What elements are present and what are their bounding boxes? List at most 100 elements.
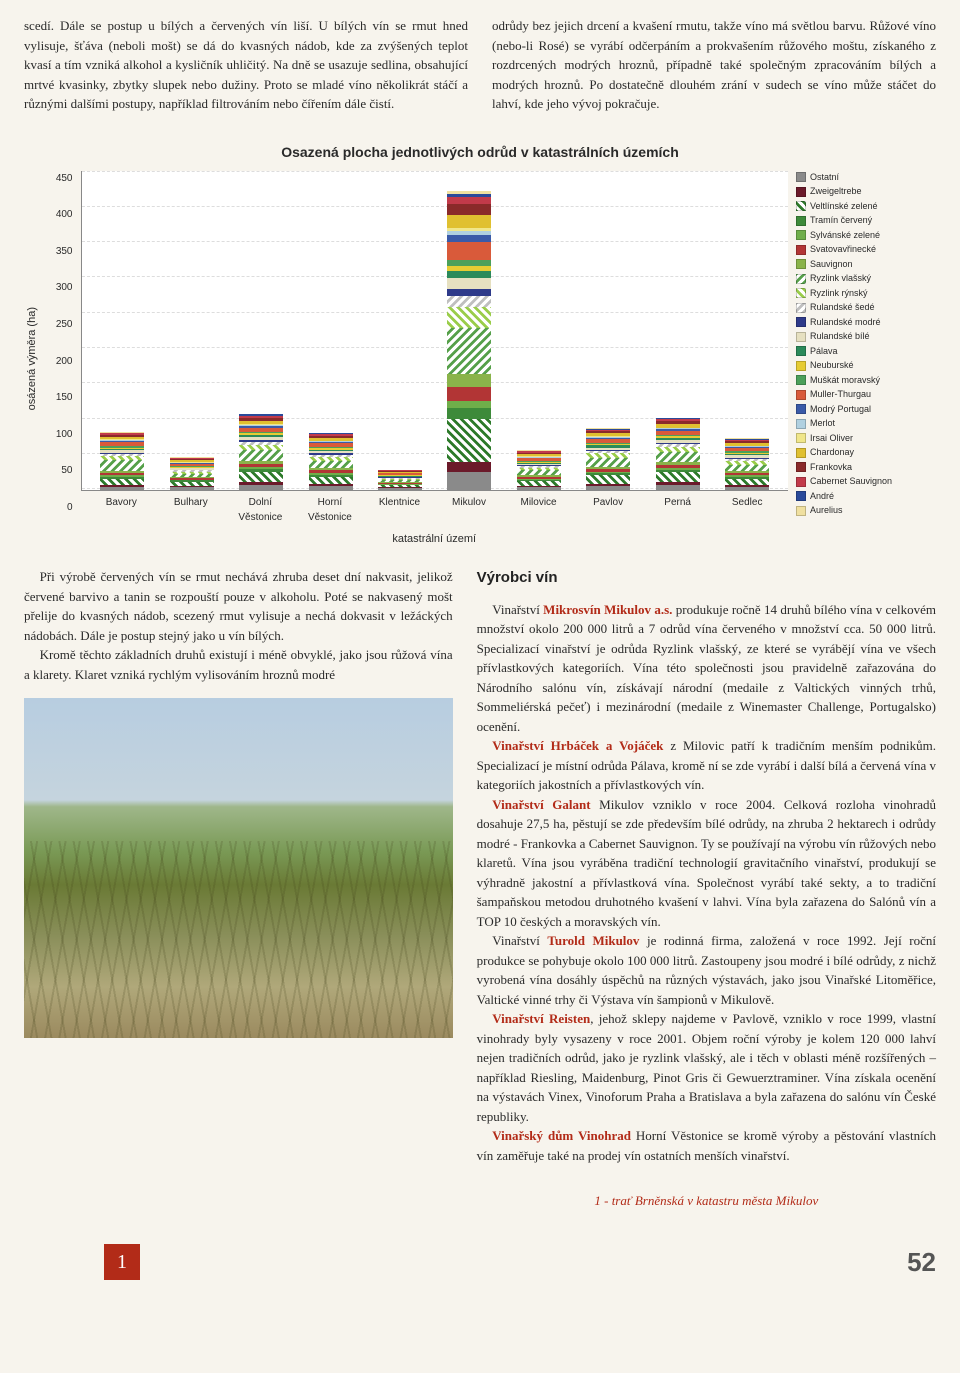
legend-item: Tramín červený [796, 214, 936, 228]
legend-item: Ryzlink vlašský [796, 272, 936, 286]
bar [170, 457, 214, 490]
y-axis-ticks: 450400350300250200150100500 [49, 171, 73, 548]
legend-label: Merlot [810, 417, 835, 431]
legend-swatch [796, 433, 806, 443]
bar-segment [378, 488, 422, 489]
y-axis-label: osázená výměra (ha) [24, 307, 41, 410]
bar-segment [100, 460, 144, 471]
legend-label: Muller-Thurgau [810, 388, 871, 402]
bar [517, 450, 561, 490]
bar-segment [447, 271, 491, 278]
producers-text: Vinařství Mikrosvín Mikulov a.s. produku… [477, 600, 936, 1166]
y-tick: 150 [49, 390, 73, 405]
y-tick: 200 [49, 354, 73, 369]
legend-swatch [796, 230, 806, 240]
producer-name: Turold Mikulov [547, 933, 639, 948]
y-tick: 100 [49, 427, 73, 442]
legend-swatch [796, 187, 806, 197]
intro-right: odrůdy bez jejich drcení a kvašení rmutu… [492, 16, 936, 124]
y-tick: 50 [49, 463, 73, 478]
legend-item: Neuburské [796, 359, 936, 373]
mid-left-p1: Při výrobě červených vín se rmut nechává… [24, 567, 453, 645]
bar-segment [447, 387, 491, 401]
bar-segment [309, 461, 353, 468]
x-tick: Pavlov [586, 495, 630, 525]
legend-label: Aurelius [810, 504, 843, 518]
plot: BavoryBulharyDolní VěstoniceHorní Věston… [81, 171, 789, 548]
bar [100, 432, 144, 489]
legend-label: Ryzlink vlašský [810, 272, 871, 286]
bar-segment [656, 472, 700, 482]
legend-item: Veltlínské zelené [796, 200, 936, 214]
lower-right-col: Výrobci vín Vinařství Mikrosvín Mikulov … [477, 567, 936, 1219]
bar-segment [447, 408, 491, 419]
legend-label: André [810, 490, 834, 504]
bar-segment [447, 462, 491, 473]
plot-area [81, 171, 789, 491]
legend-swatch [796, 288, 806, 298]
y-tick: 450 [49, 171, 73, 186]
legend-item: Chardonay [796, 446, 936, 460]
legend-label: Zweigeltrebe [810, 185, 862, 199]
bar [725, 438, 769, 489]
bar-segment [309, 477, 353, 484]
intro-columns: scedí. Dále se postup u bílých a červený… [24, 16, 936, 124]
legend-swatch [796, 216, 806, 226]
legend-label: Svatovavřinecké [810, 243, 876, 257]
lower-left-col: Při výrobě červených vín se rmut nechává… [24, 567, 453, 1219]
mid-left-p2: Kromě těchto základních druhů existují i… [24, 645, 453, 684]
bar [447, 191, 491, 490]
bar-segment [656, 452, 700, 462]
vineyard-photo [24, 698, 453, 1038]
bar-segment [586, 475, 630, 484]
bar-segment [100, 487, 144, 490]
producers-heading: Výrobci vín [477, 567, 936, 590]
legend-item: Cabernet Sauvignon [796, 475, 936, 489]
legend-item: Muller-Thurgau [796, 388, 936, 402]
bar-segment [656, 485, 700, 489]
bar-segment [447, 296, 491, 307]
bar-segment [170, 487, 214, 489]
legend-label: Neuburské [810, 359, 854, 373]
legend-item: Aurelius [796, 504, 936, 518]
bar-segment [447, 289, 491, 296]
bar-segment [447, 401, 491, 408]
legend-item: Frankovka [796, 461, 936, 475]
x-tick: Dolní Věstonice [238, 495, 282, 525]
legend-item: Ryzlink rýnský [796, 287, 936, 301]
legend-swatch [796, 506, 806, 516]
producer-name: Vinařství Reisten [492, 1011, 590, 1026]
bar [656, 418, 700, 490]
producer-paragraph: Vinařství Hrbáček a Vojáček z Milovic pa… [477, 736, 936, 795]
x-axis-label: katastrální území [81, 531, 789, 548]
legend-label: Rulandské šedé [810, 301, 875, 315]
legend-label: Cabernet Sauvignon [810, 475, 892, 489]
legend-label: Pálava [810, 345, 838, 359]
bar [309, 433, 353, 490]
legend-swatch [796, 448, 806, 458]
legend-swatch [796, 172, 806, 182]
chart-title: Osazená plocha jednotlivých odrůd v kata… [24, 142, 936, 163]
bar-segment [239, 450, 283, 461]
legend-item: Rulandské bílé [796, 330, 936, 344]
page-footer: 1 52 [24, 1243, 936, 1298]
x-axis-ticks: BavoryBulharyDolní VěstoniceHorní Věston… [81, 491, 789, 525]
photo-index-badge: 1 [104, 1244, 140, 1280]
bar-segment [586, 458, 630, 467]
legend-label: Muškát moravský [810, 374, 880, 388]
legend-item: Svatovavřinecké [796, 243, 936, 257]
legend-item: Merlot [796, 417, 936, 431]
producer-paragraph: Vinařství Turold Mikulov je rodinná firm… [477, 931, 936, 1009]
bar [239, 414, 283, 490]
y-tick: 300 [49, 280, 73, 295]
photo-caption: 1 - trať Brněnská v katastru města Mikul… [477, 1183, 936, 1219]
bar-segment [725, 487, 769, 490]
legend-item: Rulandské šedé [796, 301, 936, 315]
x-tick: Horní Věstonice [308, 495, 352, 525]
legend-label: Sauvignon [810, 258, 853, 272]
legend-item: Modrý Portugal [796, 403, 936, 417]
bar-segment [309, 486, 353, 490]
legend-item: Sauvignon [796, 258, 936, 272]
bar-segment [447, 235, 491, 242]
legend-swatch [796, 404, 806, 414]
